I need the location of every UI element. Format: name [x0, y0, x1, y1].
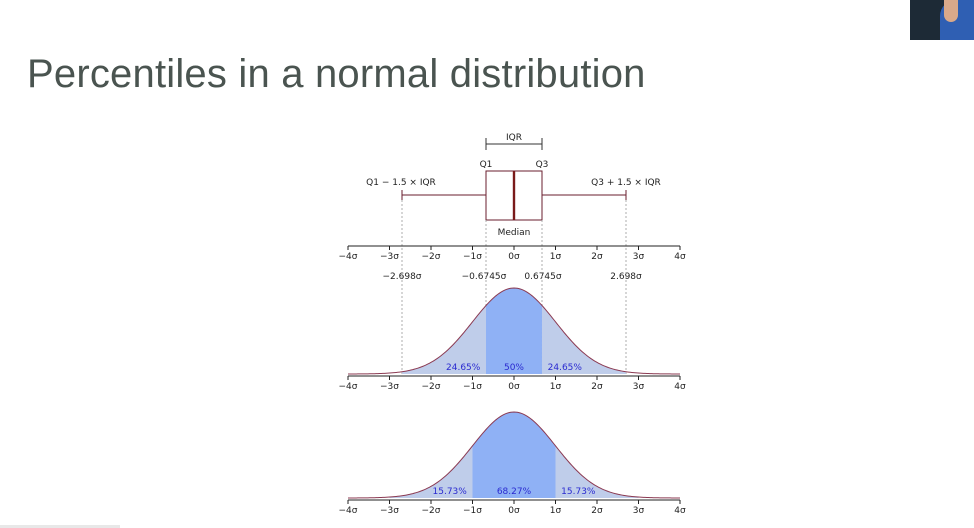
presenter-face — [944, 0, 958, 22]
bottom-strip — [0, 525, 120, 528]
axis-tick-label: 4σ — [674, 506, 686, 516]
axis-tick-label: −1σ — [463, 506, 482, 516]
region-label: 24.65% — [548, 363, 583, 373]
marker-label: −0.6745σ — [462, 272, 507, 282]
marker-label: 0.6745σ — [524, 272, 561, 282]
region-fill — [472, 412, 556, 498]
iqr-label: IQR — [506, 133, 522, 143]
region-fill — [555, 445, 639, 498]
axis-tick-label: 1σ — [550, 382, 562, 392]
axis-tick-label: −3σ — [380, 252, 399, 262]
axis-tick-label: 3σ — [633, 382, 645, 392]
axis-tick-label: 4σ — [674, 382, 686, 392]
axis-tick-label: 0σ — [508, 382, 520, 392]
axis-tick-label: −3σ — [380, 506, 399, 516]
region-label: 50% — [504, 363, 524, 373]
lower-whisker-label: Q1 − 1.5 × IQR — [366, 178, 436, 188]
region-label: 15.73% — [561, 487, 596, 497]
median-label: Median — [498, 228, 531, 238]
percentile-curve-axis: −4σ −3σ −2σ −1σ 0σ 1σ 2σ 3σ 4σ — [339, 375, 686, 392]
density-curve — [348, 411, 680, 499]
q1-label: Q1 — [480, 160, 493, 170]
axis-tick-label: 3σ — [633, 252, 645, 262]
region-label: 24.65% — [446, 363, 481, 373]
axis-tick-label: 1σ — [550, 252, 562, 262]
axis-tick-label: 2σ — [591, 252, 603, 262]
boxplot-axis: −4σ −3σ −2σ −1σ 0σ 1σ 2σ 3σ 4σ — [339, 245, 686, 262]
region-fill — [389, 445, 473, 498]
axis-tick-label: −4σ — [339, 506, 358, 516]
upper-whisker-label: Q3 + 1.5 × IQR — [591, 178, 661, 188]
webcam-thumbnail — [910, 0, 974, 40]
axis-tick-label: 4σ — [674, 252, 686, 262]
figure-svg: IQR Q1 Q3 Q1 − 1.5 × IQR Q3 + 1.5 × IQR … — [339, 133, 686, 516]
axis-tick-label: −4σ — [339, 382, 358, 392]
region-fill — [402, 305, 487, 374]
density-curve — [348, 287, 680, 375]
axis-tick-label: 1σ — [550, 506, 562, 516]
axis-tick-label: 3σ — [633, 506, 645, 516]
sigma-curve: 15.73% 68.27% 15.73% — [348, 411, 680, 499]
axis-tick-label: 2σ — [591, 382, 603, 392]
axis-tick-label: −2σ — [422, 382, 441, 392]
axis-tick-label: −3σ — [380, 382, 399, 392]
region-label: 15.73% — [433, 487, 468, 497]
axis-tick-label: −4σ — [339, 252, 358, 262]
axis-tick-label: 2σ — [591, 506, 603, 516]
axis-tick-label: 0σ — [508, 252, 520, 262]
region-fill — [486, 288, 542, 374]
normal-distribution-figure: IQR Q1 Q3 Q1 − 1.5 × IQR Q3 + 1.5 × IQR … — [330, 128, 700, 520]
region-fill — [541, 305, 626, 374]
axis-tick-label: 0σ — [508, 506, 520, 516]
axis-tick-label: −2σ — [422, 252, 441, 262]
axis-tick-label: −2σ — [422, 506, 441, 516]
q3-label: Q3 — [536, 160, 549, 170]
slide-title: Percentiles in a normal distribution — [27, 52, 646, 96]
axis-tick-label: −1σ — [463, 382, 482, 392]
axis-tick-label: −1σ — [463, 252, 482, 262]
sigma-curve-axis: −4σ −3σ −2σ −1σ 0σ 1σ 2σ 3σ 4σ — [339, 499, 686, 516]
region-label: 68.27% — [497, 487, 532, 497]
percentile-curve: 24.65% 50% 24.65% — [348, 287, 680, 375]
